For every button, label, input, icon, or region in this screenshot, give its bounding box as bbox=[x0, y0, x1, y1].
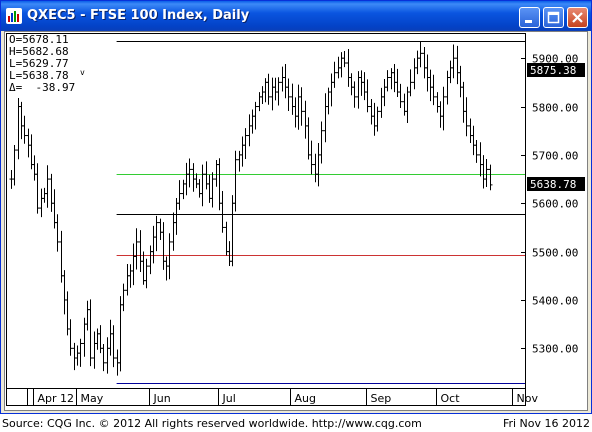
footer: Source: CQG Inc. © 2012 All rights reser… bbox=[0, 414, 592, 432]
month-label: Oct bbox=[441, 392, 461, 405]
date-axis: Apr 12 May Jun Jul Aug Sep Oct Nov bbox=[33, 389, 539, 405]
month-label: May bbox=[81, 392, 104, 405]
ohlc-open: O=5678.11 bbox=[9, 33, 69, 46]
price-label-last-box bbox=[527, 177, 585, 191]
chart-area[interactable]: 5300.00 5400.00 5500.00 5600.00 5700.00 5800.… bbox=[4, 31, 588, 411]
month-label: Aug bbox=[295, 392, 316, 405]
price-tick-label: 5400.00 bbox=[532, 295, 578, 308]
minimize-button[interactable] bbox=[519, 7, 540, 28]
price-tick-label: 5800.00 bbox=[532, 102, 578, 115]
ohlc-delta: Δ= -38.97 bbox=[9, 81, 75, 94]
close-button[interactable] bbox=[567, 7, 588, 28]
app-icon bbox=[6, 8, 22, 24]
price-axis: 5300.00 5400.00 5500.00 5600.00 5700.00 5800.… bbox=[521, 53, 585, 356]
ohlc-box: O=5678.11 H=5682.68 L=5629.77 L=5638.78 … bbox=[9, 33, 85, 94]
price-tick-label: 5300.00 bbox=[532, 343, 578, 356]
month-label: Jun bbox=[153, 392, 171, 405]
price-tick-label: 5600.00 bbox=[532, 198, 578, 211]
price-bars bbox=[9, 41, 493, 376]
month-label: Jul bbox=[222, 392, 236, 405]
month-label: Apr 12 bbox=[38, 392, 75, 405]
ohlc-low: L=5629.77 bbox=[9, 57, 69, 70]
ohlc-last-marker: v bbox=[80, 68, 85, 77]
price-tick-label: 5500.00 bbox=[532, 247, 578, 260]
footer-source: Source: CQG Inc. © 2012 All rights reser… bbox=[2, 417, 422, 430]
ohlc-last: L=5638.78 bbox=[9, 69, 69, 82]
maximize-button[interactable] bbox=[543, 7, 564, 28]
price-tick-label: 5900.00 bbox=[532, 53, 578, 66]
month-label: Sep bbox=[371, 392, 392, 405]
price-label-top-box bbox=[527, 63, 585, 77]
price-chart[interactable]: 5300.00 5400.00 5500.00 5600.00 5700.00 5800.… bbox=[5, 32, 587, 410]
title-bar[interactable]: QXEC5 - FTSE 100 Index, Daily bbox=[1, 1, 591, 31]
month-label: Nov bbox=[517, 392, 539, 405]
minimize-icon bbox=[525, 20, 532, 23]
price-tick-label: 5700.00 bbox=[532, 150, 578, 163]
chart-window: QXEC5 - FTSE 100 Index, Daily 5300.00 540… bbox=[0, 0, 592, 414]
price-label-top: 5875.38 bbox=[530, 64, 576, 77]
close-icon bbox=[572, 12, 583, 23]
maximize-icon bbox=[547, 11, 560, 24]
ohlc-high: H=5682.68 bbox=[9, 45, 69, 58]
price-label-last: 5638.78 bbox=[530, 178, 576, 191]
window-title: QXEC5 - FTSE 100 Index, Daily bbox=[27, 8, 250, 23]
plot-border bbox=[6, 33, 526, 406]
footer-date: Fri Nov 16 2012 bbox=[502, 417, 590, 430]
study-lines bbox=[116, 41, 525, 384]
